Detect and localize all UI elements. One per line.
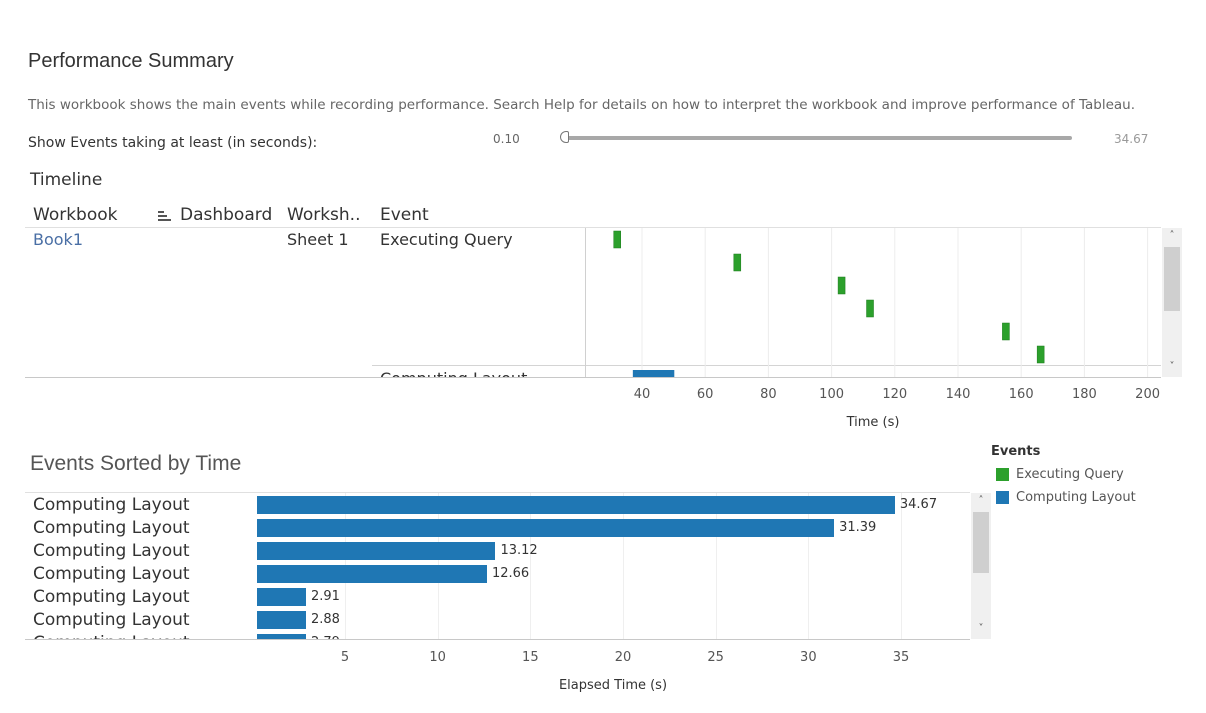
- events-top-border: [25, 492, 970, 493]
- events-bar[interactable]: [257, 588, 306, 606]
- filter-label: Show Events taking at least (in seconds)…: [28, 135, 318, 151]
- legend-title: Events: [991, 444, 1041, 459]
- timeline-tick-label: 40: [633, 387, 651, 402]
- col-header-event[interactable]: Event: [380, 205, 429, 225]
- timeline-tick-label: 60: [696, 387, 714, 402]
- timeline-tick-label: 100: [819, 387, 845, 402]
- scroll-down-icon[interactable]: ˅: [978, 623, 984, 634]
- events-table-body: Computing Layout 34.67 Computing Layout 31.…: [25, 493, 970, 639]
- timeline-tick-label: 200: [1135, 387, 1161, 402]
- timeline-mark-executing-query[interactable]: [613, 230, 621, 249]
- events-tick-label: 35: [892, 650, 910, 665]
- legend-label-executing-query[interactable]: Executing Query: [1016, 467, 1124, 482]
- events-bar-value-label: 34.67: [899, 497, 938, 512]
- events-bar-value-label: 2.79: [311, 635, 340, 639]
- events-x-axis: 5 10 15 20 25 30 35: [0, 650, 1206, 670]
- events-tick-label: 25: [707, 650, 724, 665]
- events-row-label: Computing Layout: [33, 518, 190, 538]
- events-gridline: [530, 493, 532, 639]
- duration-slider-handle[interactable]: [560, 131, 569, 143]
- events-bar-value-label: 12.66: [491, 566, 530, 581]
- timeline-tick-label: 80: [760, 387, 777, 402]
- timeline-mark-executing-query[interactable]: [733, 253, 742, 272]
- timeline-section-title: Timeline: [30, 170, 103, 190]
- slider-max-value: 34.67: [1114, 132, 1149, 146]
- timeline-mark-executing-query[interactable]: [866, 299, 874, 318]
- events-tick-label: 10: [429, 650, 446, 665]
- scroll-up-icon[interactable]: ˄: [1169, 230, 1175, 241]
- timeline-tick-label: 120: [882, 387, 908, 402]
- events-tick-label: 5: [340, 650, 350, 665]
- timeline-mark-computing-layout[interactable]: [632, 370, 675, 377]
- slider-min-value: 0.10: [493, 132, 520, 146]
- plot-left-border: [585, 228, 586, 377]
- col-header-worksheet[interactable]: Worksh..: [287, 205, 361, 225]
- events-bar[interactable]: [257, 496, 895, 514]
- events-row-label: Computing Layout: [33, 633, 190, 639]
- events-bar[interactable]: [257, 634, 306, 639]
- events-bar[interactable]: [257, 519, 835, 537]
- timeline-mark-executing-query[interactable]: [1036, 345, 1045, 364]
- col-header-dashboard[interactable]: Dashboard: [180, 205, 273, 225]
- events-row-label: Computing Layout: [33, 541, 190, 561]
- col-header-workbook[interactable]: Workbook: [33, 205, 118, 225]
- sort-icon[interactable]: [158, 209, 172, 223]
- timeline-header-divider: [25, 227, 1161, 228]
- page-title: Performance Summary: [28, 50, 234, 72]
- events-gridline: [623, 493, 624, 639]
- event-cell-executing-query: Executing Query: [380, 230, 513, 249]
- timeline-bottom-border: [25, 377, 1161, 378]
- events-bar-value-label: 13.12: [500, 543, 538, 558]
- timeline-axis-title: Time (s): [846, 415, 900, 430]
- event-cell-computing-layout: Computing Layout: [380, 369, 527, 377]
- events-row-label: Computing Layout: [33, 587, 190, 607]
- events-row-label: Computing Layout: [33, 610, 190, 630]
- events-bar[interactable]: [257, 542, 496, 560]
- events-axis-title: Elapsed Time (s): [558, 678, 668, 693]
- events-gridline: [715, 493, 717, 639]
- timeline-mark-executing-query[interactable]: [1002, 322, 1010, 341]
- events-scrollbar[interactable]: ˄ ˅: [971, 493, 991, 639]
- scroll-down-icon[interactable]: ˅: [1169, 361, 1175, 372]
- events-tick-label: 20: [614, 650, 632, 665]
- timeline-mark-executing-query[interactable]: [837, 276, 846, 295]
- events-sorted-title: Events Sorted by Time: [30, 452, 242, 475]
- duration-slider-track[interactable]: [566, 136, 1072, 140]
- scroll-up-icon[interactable]: ˄: [978, 495, 984, 506]
- legend-swatch-executing-query[interactable]: [996, 468, 1009, 481]
- legend-label-computing-layout[interactable]: Computing Layout: [1016, 490, 1136, 505]
- events-bottom-border: [25, 639, 970, 640]
- events-bar-value-label: 31.39: [839, 520, 877, 535]
- timeline-x-axis: 40 60 80 100 120 140 160 180 200: [0, 387, 1206, 407]
- timeline-tick-label: 140: [945, 387, 971, 402]
- events-bar-value-label: 2.88: [311, 612, 340, 627]
- events-bar[interactable]: [257, 611, 306, 629]
- row-divider: [372, 365, 1161, 366]
- timeline-scroll-thumb[interactable]: [1164, 247, 1180, 311]
- events-scroll-thumb[interactable]: [973, 512, 989, 573]
- page-description: This workbook shows the main events whil…: [28, 97, 1136, 113]
- timeline-tick-label: 180: [1071, 387, 1097, 402]
- timeline-table-body: Book1 Sheet 1 Executing Query Computing …: [25, 228, 1161, 377]
- timeline-plot: [613, 228, 1149, 377]
- events-row-label: Computing Layout: [33, 495, 190, 515]
- worksheet-cell: Sheet 1: [287, 230, 349, 249]
- events-row-label: Computing Layout: [33, 564, 190, 584]
- events-tick-label: 30: [800, 650, 817, 665]
- events-bar[interactable]: [257, 565, 487, 583]
- events-tick-label: 15: [522, 650, 539, 665]
- timeline-tick-label: 160: [1008, 387, 1034, 402]
- timeline-scrollbar[interactable]: ˄ ˅: [1162, 228, 1182, 377]
- events-gridline: [808, 493, 810, 639]
- events-bar-value-label: 2.91: [311, 589, 340, 604]
- legend-swatch-computing-layout[interactable]: [996, 491, 1009, 504]
- workbook-link[interactable]: Book1: [33, 230, 83, 249]
- events-gridline: [901, 493, 902, 639]
